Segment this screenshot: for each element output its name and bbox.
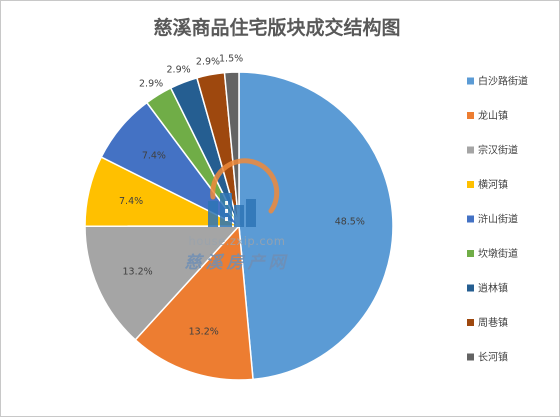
- legend-label-4: 横河镇: [478, 178, 508, 191]
- chart-title: 慈溪商品住宅版块成交结构图: [153, 16, 400, 39]
- slice-label-5: 7.4%: [142, 150, 166, 161]
- pie-slice-9: [223, 71, 240, 227]
- watermark-logo-icon: [208, 158, 280, 227]
- legend-label-8: 周巷镇: [478, 316, 508, 329]
- pie-slice-2: [134, 224, 254, 381]
- legend-swatch-3: [467, 146, 474, 154]
- pie-slices: [84, 71, 394, 381]
- legend-label-5: 浒山街道: [478, 213, 518, 226]
- legend-swatch-9: [467, 353, 474, 361]
- pie-slice-3: [84, 225, 241, 341]
- watermark-brand: 慈溪房产网: [185, 253, 290, 273]
- legend-swatch-6: [467, 250, 474, 257]
- legend-swatch-8: [467, 319, 474, 326]
- legend-label-6: 坎墩街道: [478, 247, 518, 260]
- legend-label-9: 长河镇: [478, 351, 508, 364]
- slice-label-1: 48.5%: [335, 216, 365, 227]
- legend-label-3: 宗汉街道: [478, 144, 518, 157]
- legend-label-1: 白沙路街道: [478, 75, 528, 88]
- watermark: house.zxip.com 慈溪房产网: [185, 158, 290, 273]
- slice-label-3: 13.2%: [123, 266, 153, 277]
- slice-label-2: 13.2%: [189, 327, 219, 338]
- pie-slice-1: [238, 71, 394, 381]
- slice-label-4: 7.4%: [119, 196, 143, 207]
- legend-swatch-2: [467, 112, 474, 119]
- legend-label-7: 逍林镇: [478, 282, 508, 295]
- pie-data-labels: 48.5%13.2%13.2%7.4%7.4%2.9%2.9%2.9%1.5%: [119, 54, 365, 338]
- legend-swatch-1: [467, 77, 474, 85]
- slice-label-7: 2.9%: [167, 65, 191, 76]
- slice-label-9: 1.5%: [219, 54, 243, 65]
- slice-label-6: 2.9%: [139, 78, 163, 89]
- legend-label-2: 龙山镇: [478, 109, 508, 122]
- watermark-url: house.zxip.com: [189, 234, 286, 248]
- legend-swatch-5: [467, 215, 474, 223]
- legend-swatch-7: [467, 284, 474, 292]
- legend-swatch-4: [467, 181, 474, 188]
- slice-label-8: 2.9%: [196, 56, 220, 67]
